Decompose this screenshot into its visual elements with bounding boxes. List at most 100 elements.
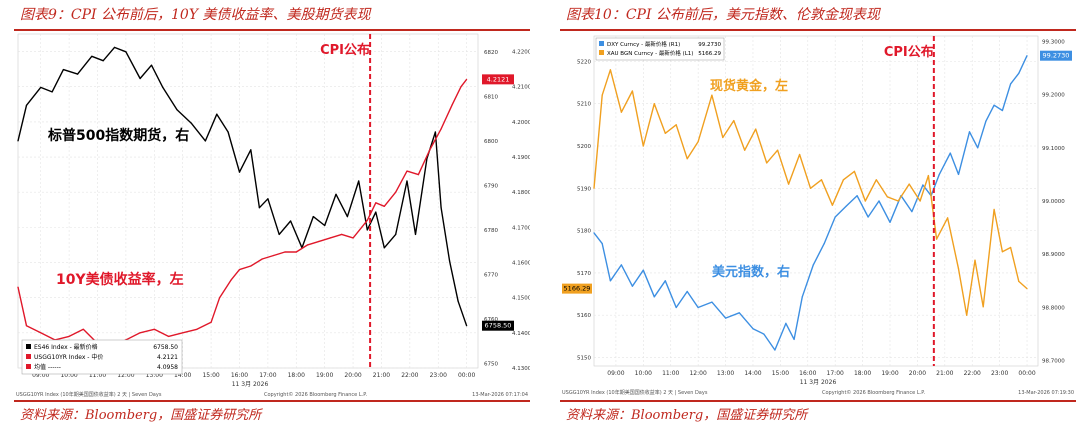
data-point	[307, 244, 309, 246]
chart-svg-right: 09:00 10:00 11:00 12:00 13:00 14:00 15:00 16:00…	[560, 32, 1076, 398]
x-tick-label: 13:00	[717, 370, 734, 377]
data-point	[897, 200, 899, 202]
data-point	[250, 265, 252, 267]
footer-mid: Copyright© 2026 Bloomberg Finance L.P.	[264, 391, 367, 398]
x-tick-label: 16:00	[799, 370, 816, 377]
left-axis-tick-label: 5190	[577, 186, 591, 192]
data-point	[664, 132, 666, 134]
left-axis-tick-label: 5220	[577, 59, 591, 65]
left-axis-tick-label: 5200	[577, 144, 591, 150]
x-tick-label: 21:00	[936, 370, 953, 377]
data-point	[1001, 109, 1003, 112]
data-point	[414, 233, 417, 235]
data-point	[653, 296, 655, 298]
data-point	[601, 243, 603, 245]
legend-label-mean: 均值 ------	[34, 363, 61, 371]
data-point	[823, 243, 825, 245]
figure-source: 资料来源：Bloomberg，国盛证券研究所	[566, 408, 808, 423]
figure-caption: 图表9：CPI 公布前后，10Y 美债收益率、美股期货表现	[20, 7, 371, 23]
data-point	[842, 179, 844, 181]
data-point	[25, 325, 28, 327]
left-axis-tick-label: 5160	[577, 313, 591, 319]
right-axis-tick-labels: 6750 6760 6770 6780 6790 6800 6810 6820	[484, 50, 498, 368]
data-point	[864, 200, 866, 202]
left-axis-tick-labels: 5150 5160 5170 5180 5190 5200 5210 5220	[577, 59, 591, 361]
data-point	[440, 207, 442, 209]
left-axis-tick-label: 4.1800	[512, 190, 530, 196]
data-point	[62, 69, 64, 71]
data-point	[725, 317, 727, 319]
right-axis-tick-label: 6810	[484, 94, 498, 100]
data-point	[653, 103, 655, 105]
caption-rule	[14, 29, 530, 31]
data-point	[968, 131, 971, 133]
annotation-10y-yield: 10Y美债收益率，左	[56, 271, 184, 288]
data-point	[216, 113, 218, 115]
data-point	[451, 103, 453, 105]
data-point	[785, 322, 787, 324]
x-tick-label: 00:00	[458, 372, 475, 379]
x-tick-label: 09:00	[607, 370, 624, 377]
x-tick-label: 10:00	[60, 372, 77, 379]
data-point	[290, 220, 292, 222]
left-axis-tick-label: 4.1400	[512, 331, 530, 337]
data-point	[324, 224, 326, 227]
last-value-badge-right: 6758.50	[482, 320, 514, 331]
right-axis-tick-label: 6770	[484, 272, 498, 278]
right-axis-tick-labels: 98.7000 98.8000 98.9000 99.0000 99.1000 99.20…	[1042, 39, 1065, 364]
data-point	[395, 233, 397, 235]
data-point	[1010, 246, 1012, 249]
data-point	[238, 171, 241, 173]
data-point	[375, 202, 377, 204]
data-point	[182, 332, 184, 334]
legend-label-yield: USGG10YR Index - 中价	[34, 353, 103, 361]
data-point	[278, 233, 280, 235]
data-point	[68, 335, 70, 337]
legend-swatch-mean	[26, 364, 31, 369]
left-axis-tick-label: 4.1700	[512, 225, 530, 231]
last-value-left: 5166.29	[564, 285, 591, 293]
data-point	[642, 269, 644, 271]
data-point	[642, 145, 644, 147]
x-tick-label: 19:00	[881, 370, 898, 377]
data-point	[383, 205, 385, 207]
data-point	[977, 147, 979, 149]
data-point	[40, 332, 42, 334]
data-point	[1018, 72, 1020, 74]
data-point	[777, 149, 779, 151]
data-point	[267, 198, 269, 200]
footer-right: 13-Mar-2026 07:17:04	[472, 392, 528, 398]
data-point	[139, 332, 141, 334]
right-axis-tick-label: 99.1000	[1042, 146, 1065, 152]
data-point	[466, 325, 468, 327]
data-point	[593, 187, 595, 189]
data-point	[867, 216, 869, 218]
data-point	[697, 306, 699, 309]
x-tick-label: 11:00	[89, 372, 106, 379]
series-layer	[593, 55, 1028, 351]
legend-box	[595, 37, 725, 61]
annotation-dxy: 美元指数，右	[712, 264, 790, 280]
x-tick-label: 15:00	[202, 372, 219, 379]
data-point	[675, 124, 677, 126]
data-point	[938, 173, 940, 175]
legend-swatch-es	[26, 344, 31, 349]
data-point	[113, 46, 116, 48]
source-rule	[560, 400, 1076, 402]
data-point	[620, 111, 622, 113]
data-point	[429, 149, 431, 151]
right-axis-tick-label: 6790	[484, 183, 498, 189]
left-axis-tick-label: 4.2200	[512, 50, 530, 56]
data-point	[799, 153, 801, 156]
data-point	[457, 300, 459, 302]
x-tick-label: 11:00	[662, 370, 679, 377]
data-point	[755, 128, 757, 130]
data-point	[609, 69, 611, 71]
data-point	[1018, 280, 1020, 282]
left-axis-tick-label: 4.1300	[512, 366, 530, 372]
data-point	[738, 312, 740, 314]
data-point	[238, 269, 241, 271]
figure-source: 资料来源：Bloomberg，国盛证券研究所	[20, 408, 262, 423]
data-point	[809, 187, 812, 189]
x-tick-label: 17:00	[827, 370, 844, 377]
